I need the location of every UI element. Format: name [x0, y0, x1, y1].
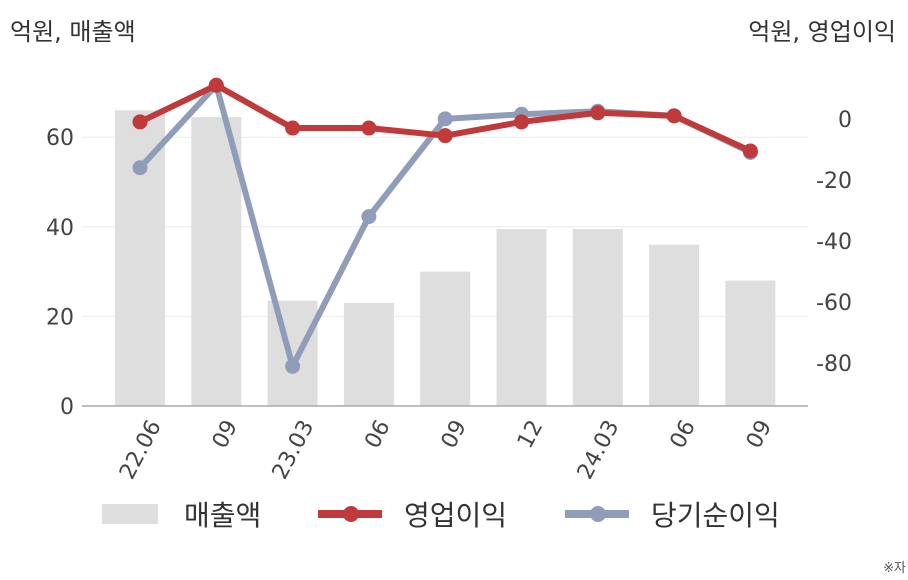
x-tick-label: 09 [742, 416, 777, 452]
bar [496, 229, 547, 406]
bar [343, 302, 394, 406]
bar [191, 117, 242, 406]
y-right-tick-label: -20 [816, 169, 852, 194]
line-series [132, 77, 758, 374]
data-point [285, 358, 301, 374]
left-axis-unit: 억원, 매출액 [10, 18, 136, 46]
data-point [361, 120, 377, 136]
bar-series [115, 110, 776, 406]
x-tick-label: 12 [513, 416, 548, 452]
data-point [132, 160, 148, 176]
legend-swatch-revenue [102, 504, 158, 524]
data-point [666, 108, 682, 124]
x-tick-label: 06 [360, 416, 395, 452]
y-left-tick-label: 40 [46, 216, 74, 241]
x-tick-label: 22.06 [115, 416, 167, 483]
legend-item-net-income: 당기순이익 [565, 494, 780, 534]
bar [725, 280, 776, 406]
x-tick-label: 06 [666, 416, 701, 452]
right-axis-unit: 억원, 영업이익 [748, 18, 896, 46]
legend-label-net-income: 당기순이익 [651, 499, 780, 532]
y-right-tick-label: -40 [816, 230, 852, 255]
y-right-tick-label: 0 [838, 108, 852, 133]
data-point [437, 111, 453, 127]
x-tick-label: 09 [208, 416, 243, 452]
chart: 0 20 40 60 0 -20 -40 -60 -80 22.06 09 23.03 06 09 12 24… [46, 77, 852, 484]
y-right-tick-label: -80 [816, 352, 852, 377]
data-point [742, 143, 758, 159]
legend-label-revenue: 매출액 [184, 499, 262, 532]
y-right-tick-label: -60 [816, 291, 852, 316]
bar [115, 110, 165, 406]
bar [267, 300, 318, 406]
data-point [132, 114, 148, 130]
data-point [590, 105, 606, 121]
data-point [208, 77, 224, 93]
legend-swatch-operating-profit [318, 506, 382, 522]
bar [649, 244, 700, 406]
legend-swatch-net-income [565, 506, 629, 522]
y-left-tick-label: 0 [60, 395, 74, 420]
y-left-tick-label: 20 [46, 305, 74, 330]
legend-item-operating-profit: 영업이익 [318, 494, 507, 534]
legend: 매출액 영업이익 당기순이익 [0, 494, 908, 534]
x-tick-label: 23.03 [268, 416, 320, 483]
bar [572, 229, 623, 406]
footnote: ※자 [883, 561, 906, 576]
data-point [437, 128, 453, 144]
data-point [514, 114, 529, 130]
legend-label-operating-profit: 영업이익 [404, 499, 508, 532]
x-tick-label: 24.03 [573, 416, 625, 483]
bar [420, 271, 471, 406]
y-left-tick-label: 60 [46, 126, 74, 151]
x-tick-label: 09 [437, 416, 472, 452]
legend-item-revenue: 매출액 [102, 494, 261, 534]
data-point [361, 209, 377, 225]
data-point [285, 120, 301, 136]
